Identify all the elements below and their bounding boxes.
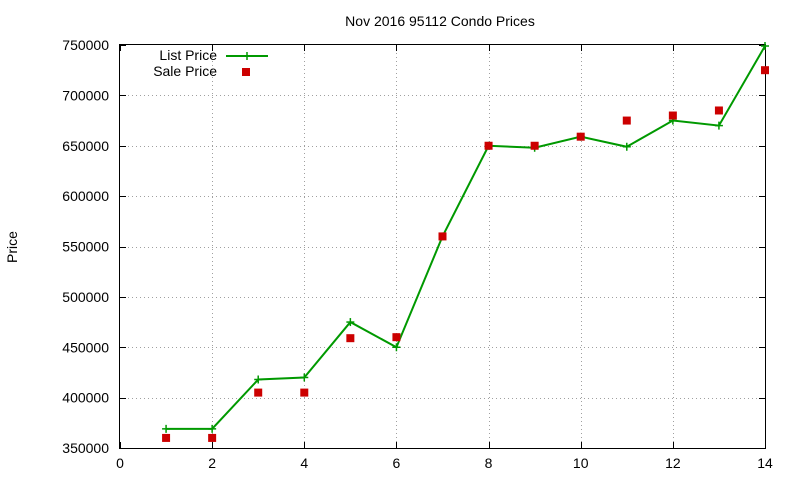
y-tick-label: 350000 <box>62 440 109 456</box>
data-point-sale-price <box>208 433 217 442</box>
data-point-sale-price <box>484 141 493 150</box>
data-point-list-price <box>162 424 171 433</box>
y-tick-label: 450000 <box>62 339 109 355</box>
data-point-sale-price <box>622 116 631 125</box>
legend-marker-sale-price <box>242 68 250 76</box>
data-point-list-price <box>761 42 769 51</box>
data-point-sale-price <box>761 66 769 75</box>
axis-tick-labels: 0 2 4 6 8 10 12 14 350000 400000 450000 500000 55000… <box>62 37 773 471</box>
y-tick-label: 750000 <box>62 37 109 53</box>
y-tick-label: 400000 <box>62 390 109 406</box>
data-point-sale-price <box>438 232 447 241</box>
legend: List Price Sale Price <box>153 47 268 79</box>
data-point-list-price <box>346 318 355 327</box>
x-tick-label: 4 <box>300 455 308 471</box>
y-tick-label: 600000 <box>62 188 109 204</box>
y-tick-label: 500000 <box>62 289 109 305</box>
data-point-sale-price <box>530 141 539 150</box>
legend-marker-list-price <box>243 52 251 60</box>
data-point-list-price <box>714 121 723 130</box>
x-tick-label: 2 <box>208 455 216 471</box>
data-point-sale-price <box>300 388 309 397</box>
data-point-sale-price <box>346 334 355 343</box>
data-point-sale-price <box>668 111 677 120</box>
x-tick-label: 0 <box>116 455 124 471</box>
data-point-list-price <box>300 373 309 382</box>
x-tick-label: 6 <box>393 455 401 471</box>
x-tick-label: 12 <box>665 455 681 471</box>
data-point-sale-price <box>392 333 401 342</box>
data-point-sale-price <box>714 106 723 115</box>
y-tick-label: 650000 <box>62 138 109 154</box>
legend-label-sale-price: Sale Price <box>153 63 217 79</box>
chart-title: Nov 2016 95112 Condo Prices <box>345 13 535 29</box>
legend-label-list-price: List Price <box>159 47 217 63</box>
data-point-sale-price <box>576 132 585 141</box>
x-tick-label: 8 <box>485 455 493 471</box>
data-point-list-price <box>208 424 217 433</box>
series-sale-price <box>162 66 769 442</box>
series <box>162 42 769 442</box>
data-point-sale-price <box>254 388 263 397</box>
legend-swatch-sale-price <box>242 68 250 76</box>
y-tick-label: 700000 <box>62 87 109 103</box>
data-point-list-price <box>392 343 401 352</box>
y-axis-label: Price <box>4 231 20 263</box>
x-tick-label: 14 <box>757 455 773 471</box>
data-point-sale-price <box>162 433 171 442</box>
data-point-list-price <box>254 375 263 384</box>
plot-frame <box>119 44 766 449</box>
series-line-list-price <box>166 45 766 430</box>
x-tick-label: 10 <box>573 455 589 471</box>
legend-swatch-list-price <box>226 52 268 60</box>
data-point-list-price <box>622 142 631 151</box>
y-tick-label: 550000 <box>62 239 109 255</box>
